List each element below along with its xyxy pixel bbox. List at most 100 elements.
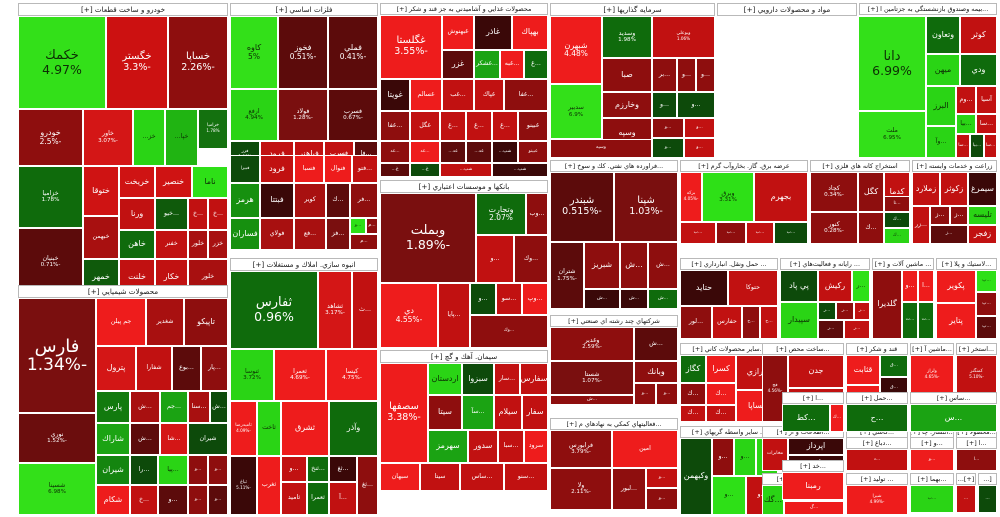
tile[interactable]: ...لبور <box>612 468 646 510</box>
tile[interactable]: خلور <box>188 230 208 259</box>
tile[interactable]: ثغرب <box>257 456 281 515</box>
sector-header-pharma[interactable]: مواد و محصولات دارويي [+] <box>717 3 857 16</box>
tile[interactable]: ...ش <box>620 242 648 289</box>
tile[interactable]: بجهرم <box>754 172 808 222</box>
tile[interactable]: زكوثر <box>940 172 968 206</box>
tile[interactable]: ...غد <box>410 141 440 163</box>
tile[interactable]: ...سا <box>976 114 997 134</box>
tile[interactable]: خزاميا 1.78% <box>18 166 83 228</box>
sector-header-vehicle2[interactable]: ...بهما [+] <box>910 473 954 485</box>
tile[interactable]: خزاميا 1.78% <box>198 109 228 149</box>
sector-header-financial-support[interactable]: ...فعاليتهاي كمكي به نهادهاي م [+] <box>550 418 678 430</box>
sector-header-mining[interactable]: استخراج كانه هاي فلزي [+] <box>810 160 910 172</box>
tile[interactable]: ثعمرا <box>307 482 329 515</box>
tile[interactable]: ...و <box>208 455 228 485</box>
tile[interactable]: ...و <box>684 118 715 138</box>
tile[interactable]: شغدير <box>146 298 184 346</box>
sector-header-investments[interactable]: سرمايه گذاريها [+] <box>550 3 715 16</box>
tile[interactable]: ...غد <box>380 141 410 163</box>
tile[interactable]: كمنگنز -5.10% <box>956 355 997 395</box>
sector-header-real-estate[interactable]: انبوه سازي. املاك و مستغلات [+] <box>230 258 378 271</box>
tile[interactable]: ...و <box>656 383 678 405</box>
tile[interactable]: فملي -0.41% <box>328 16 378 89</box>
tile[interactable]: ...و <box>646 468 678 488</box>
tile[interactable]: كوثر <box>960 16 997 54</box>
tile[interactable]: ودي <box>960 54 997 86</box>
tile[interactable]: ...و <box>734 438 756 476</box>
tile[interactable]: سيتا <box>420 463 460 491</box>
tile[interactable]: ...ش <box>550 395 634 405</box>
tile[interactable]: كيسا -4.75% <box>326 349 378 401</box>
tile[interactable]: ...ك <box>680 383 706 405</box>
tile[interactable]: فسرب -0.67% <box>328 89 378 141</box>
tile[interactable]: سهرمز <box>428 430 468 463</box>
tile[interactable]: وآذر <box>329 401 378 456</box>
tile[interactable]: ...زر <box>912 206 930 244</box>
tile[interactable]: ...غب <box>442 79 474 111</box>
tile[interactable]: ...و <box>476 235 514 283</box>
tile[interactable]: ...خ <box>208 198 228 230</box>
tile[interactable]: ميهن <box>926 54 960 86</box>
tile[interactable]: كنور -0.28% <box>810 212 858 244</box>
tile[interactable]: ملت 6.95% <box>858 111 926 158</box>
tile[interactable]: ...سنو <box>504 463 548 491</box>
tile[interactable]: البرز <box>926 86 956 126</box>
tile[interactable]: حتايد <box>680 270 728 306</box>
tile[interactable]: فساران <box>230 218 260 250</box>
tile[interactable]: ولا -2.11% <box>550 468 612 510</box>
sector-header-basic2[interactable]: ...ساس [+] <box>910 392 997 404</box>
tile[interactable]: ...ر <box>854 302 870 320</box>
tile[interactable]: ...ح <box>846 404 908 432</box>
tile[interactable]: ...ثغ <box>357 456 378 515</box>
tile[interactable]: پي پاد <box>780 270 818 302</box>
tile[interactable]: ...ثنخ <box>307 456 329 482</box>
tile[interactable]: ...م <box>366 218 378 234</box>
tile[interactable]: ... <box>978 485 997 513</box>
tile[interactable]: شفارا <box>136 346 172 391</box>
sector-header-khd[interactable]: ...خد [+] <box>782 460 844 472</box>
tile[interactable]: ...غبه <box>500 50 524 79</box>
tile[interactable]: رمبنا <box>782 472 844 500</box>
tile[interactable]: ركيش <box>818 270 852 302</box>
tile[interactable]: ...و <box>696 58 715 92</box>
tile[interactable]: كگاز <box>680 355 706 383</box>
tile[interactable]: ...ر <box>818 320 844 339</box>
tile[interactable]: هرمز <box>230 183 260 218</box>
tile[interactable]: ...و <box>652 92 677 118</box>
tile[interactable]: ثاميدرضا -4.09% <box>230 401 257 456</box>
tile[interactable]: ...ك <box>830 404 844 432</box>
tile[interactable]: ...گ <box>784 501 844 515</box>
tile[interactable]: ...سآ <box>462 395 494 430</box>
tile[interactable]: فرابورس -3.79% <box>550 430 612 468</box>
tile[interactable]: ثشرق <box>281 401 329 456</box>
tile[interactable]: ...غ <box>440 111 466 141</box>
tile[interactable]: فرود <box>260 155 294 183</box>
tile[interactable]: امين <box>612 430 678 468</box>
tile[interactable]: فبتتا <box>260 183 294 218</box>
tile[interactable]: ولراز -4.65% <box>910 355 954 395</box>
tile[interactable]: ...ب <box>716 222 746 244</box>
tile[interactable]: سدور <box>468 430 498 463</box>
tile[interactable]: خفنر <box>155 230 188 259</box>
tile[interactable]: غزر <box>442 50 474 79</box>
tile[interactable]: غپاك <box>474 79 504 111</box>
tile[interactable]: وبملت -1.89% <box>380 193 476 283</box>
tile[interactable]: ...ح <box>742 306 760 339</box>
tile[interactable]: ...ز <box>950 206 968 225</box>
tile[interactable]: كوير <box>294 183 326 218</box>
tile[interactable]: شبريز <box>584 242 620 289</box>
tile[interactable]: ...سو <box>496 283 522 315</box>
tile[interactable]: ...سار <box>494 363 520 395</box>
tile[interactable]: شپنا -1.03% <box>614 172 678 242</box>
tile[interactable]: غگل <box>410 111 440 141</box>
tile[interactable]: ...كط <box>782 404 830 432</box>
tile[interactable]: ...جم <box>160 391 188 423</box>
tile[interactable]: ...غ <box>524 50 548 79</box>
tile[interactable]: حفارس <box>712 306 742 339</box>
tile[interactable]: ...و <box>350 218 366 234</box>
tile[interactable]: سيتا <box>428 395 462 430</box>
tile[interactable]: ...و <box>188 485 208 515</box>
tile[interactable]: ...سا <box>956 134 970 158</box>
tile[interactable]: سفارس <box>520 363 548 395</box>
tile[interactable]: حتوكا <box>728 270 778 306</box>
